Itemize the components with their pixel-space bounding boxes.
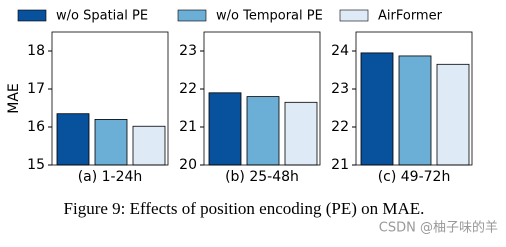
- y-tick-label: 18: [27, 43, 45, 59]
- axes-frame: [355, 31, 473, 166]
- bar: [208, 92, 242, 166]
- x-axis-label: (b) 25-48h: [225, 169, 299, 185]
- bar: [94, 119, 128, 166]
- y-axis-label: MAE: [6, 83, 22, 114]
- axes-frame: [51, 31, 169, 166]
- y-tick-label: 20: [179, 157, 197, 173]
- bar: [132, 125, 166, 166]
- x-axis-label: (c) 49-72h: [378, 169, 451, 185]
- bar: [436, 63, 470, 166]
- axes-frame: [203, 31, 321, 166]
- bar: [246, 96, 280, 166]
- bar: [56, 113, 90, 166]
- bar: [398, 55, 432, 166]
- y-tick-label: 17: [27, 81, 45, 97]
- x-axis-label: (a) 1-24h: [78, 169, 143, 185]
- bar: [360, 52, 394, 166]
- y-tick-label: 24: [331, 43, 349, 59]
- caption: Figure 9: Effects of position encoding (…: [64, 199, 425, 218]
- y-tick-label: 22: [331, 119, 349, 135]
- legend-swatch: [17, 9, 47, 22]
- y-tick-label: 23: [331, 81, 349, 97]
- legend-label: w/o Temporal PE: [216, 9, 323, 24]
- legend-swatch: [339, 9, 369, 22]
- y-tick-label: 21: [331, 157, 349, 173]
- legend-swatch: [177, 9, 207, 22]
- y-tick-label: 15: [27, 157, 45, 173]
- legend-label: w/o Spatial PE: [56, 9, 148, 24]
- legend-label: AirFormer: [378, 9, 443, 24]
- bar: [284, 101, 318, 166]
- y-tick-label: 23: [179, 43, 197, 59]
- watermark: CSDN @柚子味的羊: [379, 220, 498, 236]
- y-tick-label: 22: [179, 81, 197, 97]
- y-tick-label: 16: [27, 119, 45, 135]
- y-tick-label: 21: [179, 119, 197, 135]
